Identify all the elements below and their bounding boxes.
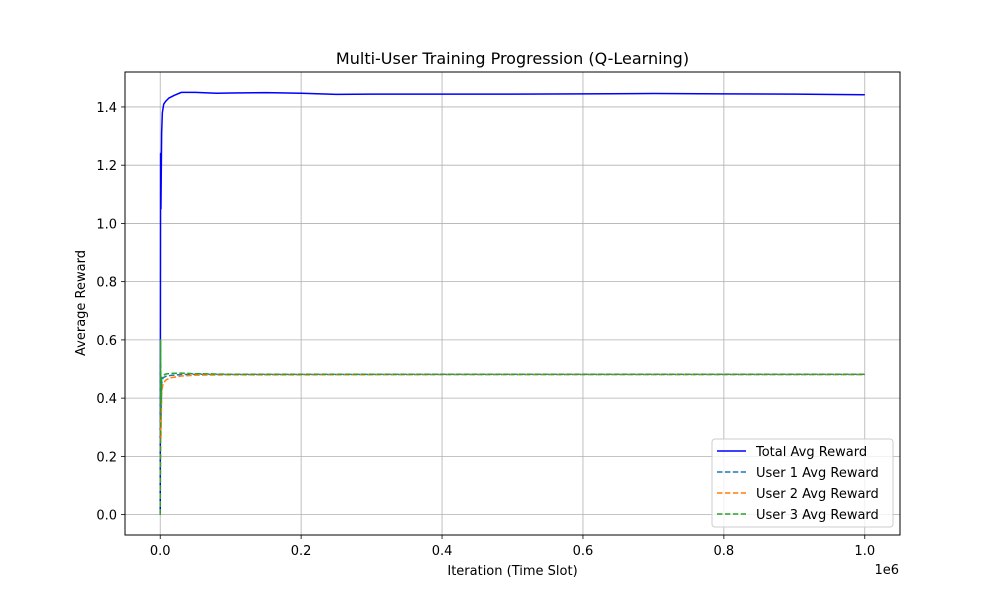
y-axis-label: Average Reward — [74, 250, 89, 356]
legend-box — [711, 438, 894, 528]
x-tick-label: 0.0 — [150, 544, 171, 559]
x-axis-label: Iteration (Time Slot) — [447, 564, 577, 579]
x-tick-label: 0.8 — [714, 544, 735, 559]
y-tick-label: 1.4 — [96, 101, 117, 116]
x-tick-label: 0.6 — [573, 544, 594, 559]
series-line-4 — [159, 339, 865, 515]
y-tick-label: 0.0 — [96, 509, 117, 524]
plot-frame — [124, 71, 901, 536]
y-tick-label: 1.2 — [96, 159, 117, 174]
chart-title: Multi-User Training Progression (Q-Learn… — [336, 49, 689, 68]
x-axis-offset-label: 1e6 — [874, 563, 899, 578]
legend-label-1: Total Avg Reward — [755, 445, 867, 460]
x-tick-label: 0.4 — [432, 544, 453, 559]
legend-label-2: User 1 Avg Reward — [756, 466, 879, 481]
legend: Total Avg Reward User 1 Avg Reward User 2 … — [711, 438, 894, 528]
x-tick-label: 0.2 — [291, 544, 312, 559]
axis-ticks: 0.0 0.2 0.4 0.6 0.8 1.0 0.0 0.2 0.4 0.6 0.8 1.0 1.2 1… — [96, 101, 875, 559]
x-tick-label: 1.0 — [854, 544, 875, 559]
y-tick-label: 0.4 — [96, 392, 117, 407]
legend-label-3: User 2 Avg Reward — [756, 487, 879, 502]
series-line-1 — [159, 91, 865, 515]
series-lines — [159, 91, 865, 515]
y-tick-label: 0.2 — [96, 450, 117, 465]
grid-lines — [125, 72, 900, 535]
y-tick-label: 1.0 — [96, 217, 117, 232]
y-tick-label: 0.6 — [96, 334, 117, 349]
legend-label-4: User 3 Avg Reward — [756, 508, 879, 523]
y-tick-label: 0.8 — [96, 276, 117, 291]
